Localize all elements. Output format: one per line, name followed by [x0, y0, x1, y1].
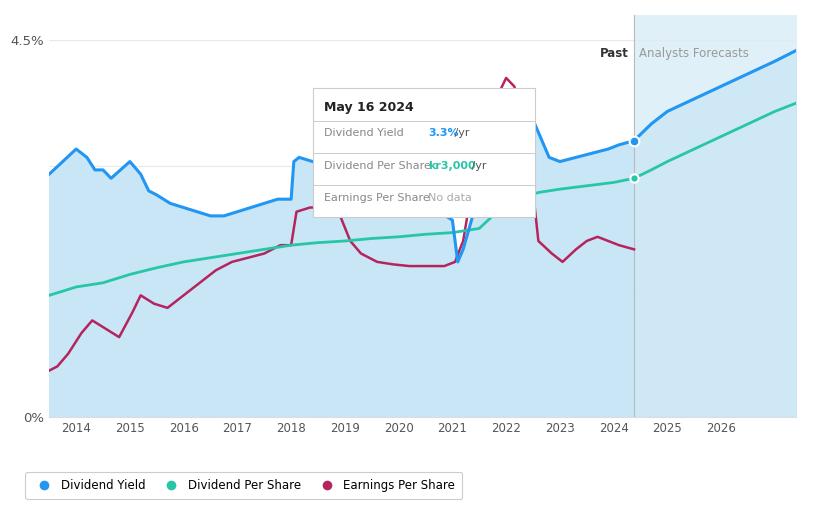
Text: /yr: /yr	[451, 129, 469, 138]
Text: Dividend Per Share: Dividend Per Share	[323, 161, 430, 171]
Text: Past: Past	[600, 47, 629, 60]
Legend: Dividend Yield, Dividend Per Share, Earnings Per Share: Dividend Yield, Dividend Per Share, Earn…	[25, 472, 462, 499]
Text: Analysts Forecasts: Analysts Forecasts	[640, 47, 750, 60]
Text: Earnings Per Share: Earnings Per Share	[323, 193, 429, 203]
Text: Dividend Yield: Dividend Yield	[323, 129, 403, 138]
Text: 3.3%: 3.3%	[429, 129, 459, 138]
Text: /yr: /yr	[469, 161, 487, 171]
Text: No data: No data	[429, 193, 472, 203]
Text: May 16 2024: May 16 2024	[323, 101, 414, 114]
Text: kr3,000: kr3,000	[429, 161, 476, 171]
